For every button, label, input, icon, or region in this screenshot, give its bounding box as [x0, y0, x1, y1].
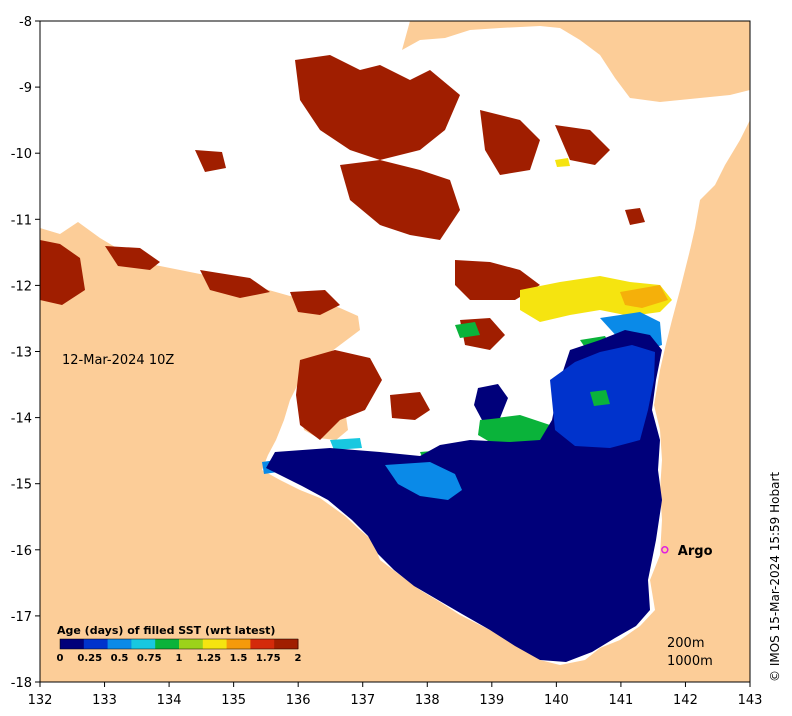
x-tick-label: 143	[738, 693, 763, 708]
y-tick-label: -12	[11, 279, 32, 294]
legend-tick-label: 2	[295, 653, 302, 664]
x-tick-label: 140	[544, 693, 569, 708]
legend-colorbar	[59, 638, 299, 650]
y-tick-label: -11	[11, 213, 32, 228]
legend-color-swatch	[226, 639, 251, 649]
x-tick-label: 133	[92, 693, 117, 708]
land-arnhem-west	[40, 120, 750, 682]
y-tick-label: -15	[11, 478, 32, 493]
argo-label: Argo	[678, 544, 713, 559]
legend-tick-label: 0.5	[111, 653, 129, 664]
credit-text: © IMOS 15-Mar-2024 15:59 Hobart	[768, 471, 782, 682]
x-tick-label: 135	[221, 693, 246, 708]
legend-tick-label: 1.25	[196, 653, 221, 664]
x-tick-label: 139	[479, 693, 504, 708]
y-axis-ticks: -8 -9 -10 -11 -12 -13 -14 -15 -16 -17 -18	[11, 15, 40, 691]
x-tick-label: 136	[286, 693, 311, 708]
legend-title: Age (days) of filled SST (wrt latest)	[57, 624, 275, 637]
y-tick-label: -8	[19, 15, 32, 30]
legend-tick-label: 1	[176, 653, 183, 664]
land-new-guinea	[402, 21, 750, 102]
x-tick-label: 142	[673, 693, 698, 708]
x-tick-label: 137	[350, 693, 375, 708]
legend-tick-label: 1.75	[256, 653, 281, 664]
x-tick-label: 134	[157, 693, 182, 708]
y-tick-label: -10	[11, 147, 32, 162]
y-tick-label: -14	[11, 412, 32, 427]
legend-color-swatch	[83, 639, 109, 649]
depth-label-1000m: 1000m	[667, 654, 713, 669]
sst-recent-region	[266, 330, 662, 662]
legend-color-swatch	[250, 639, 275, 649]
argo-marker	[661, 546, 669, 554]
sst-yellow-patches	[520, 158, 672, 322]
legend-color-swatch	[107, 639, 132, 649]
y-tick-label: -16	[11, 544, 32, 559]
y-tick-label: -13	[11, 346, 32, 361]
legend-tick-label: 0.75	[137, 653, 162, 664]
legend-colorbar-frame	[59, 638, 299, 650]
x-axis-ticks: 132 133 134 135 136 137 138 139 140 141 142 143	[28, 682, 763, 708]
legend-color-swatch	[179, 639, 204, 649]
x-tick-label: 141	[608, 693, 633, 708]
land-cape-york	[672, 155, 750, 682]
legend-color-swatch	[274, 639, 299, 649]
legend-tick-labels: 0 0.25 0.5 0.75 1 1.25 1.5 1.75 2	[57, 653, 302, 664]
date-label: 12-Mar-2024 10Z	[62, 353, 174, 368]
depth-label-200m: 200m	[667, 636, 704, 651]
sst-old-patches	[40, 55, 645, 440]
legend-color-swatch	[60, 639, 85, 649]
legend-color-swatch	[131, 639, 156, 649]
legend-tick-label: 0	[57, 653, 64, 664]
y-tick-label: -9	[19, 81, 32, 96]
x-tick-label: 138	[415, 693, 440, 708]
legend-tick-label: 1.5	[230, 653, 248, 664]
legend-color-swatch	[202, 639, 228, 649]
y-tick-label: -18	[11, 676, 32, 691]
legend-color-swatch	[155, 639, 180, 649]
x-tick-label: 132	[28, 693, 53, 708]
legend-tick-label: 0.25	[77, 653, 102, 664]
y-tick-label: -17	[11, 610, 32, 625]
